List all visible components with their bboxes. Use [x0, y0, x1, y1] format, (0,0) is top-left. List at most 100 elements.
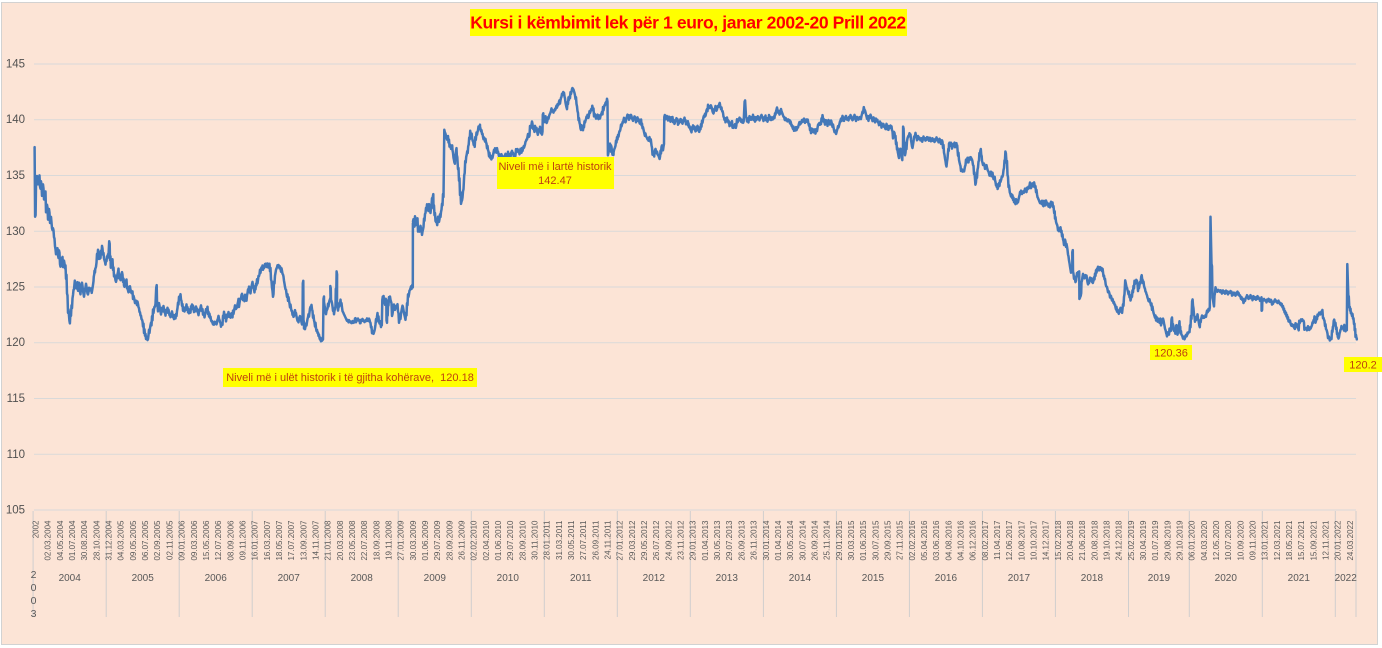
svg-text:26.09.2014: 26.09.2014	[810, 520, 819, 561]
svg-text:11.04.2017: 11.04.2017	[993, 520, 1002, 560]
svg-text:2005: 2005	[132, 573, 155, 584]
svg-text:105: 105	[6, 505, 25, 517]
svg-text:15.09.2021: 15.09.2021	[1309, 520, 1318, 561]
svg-text:08.09.2006: 08.09.2006	[226, 520, 235, 561]
svg-text:31.03.2011: 31.03.2011	[555, 520, 564, 560]
svg-text:29.09.2015: 29.09.2015	[883, 520, 892, 561]
svg-text:2011: 2011	[570, 573, 592, 584]
svg-text:0: 0	[31, 582, 37, 594]
svg-text:02.02.2010: 02.02.2010	[470, 520, 479, 561]
svg-text:2018: 2018	[1081, 573, 1104, 584]
svg-text:2010: 2010	[497, 573, 520, 584]
svg-text:30.01.2014: 30.01.2014	[762, 520, 771, 561]
svg-text:24.03.2022: 24.03.2022	[1346, 520, 1355, 561]
svg-text:30.05.2011: 30.05.2011	[567, 520, 576, 560]
svg-text:22.07.2008: 22.07.2008	[360, 520, 369, 561]
svg-text:120.36: 120.36	[1154, 348, 1188, 360]
svg-text:08.02.2017: 08.02.2017	[981, 520, 990, 561]
svg-text:24.11.2011: 24.11.2011	[604, 520, 613, 559]
svg-text:21.01.2008: 21.01.2008	[324, 520, 333, 561]
svg-text:01.07.2019: 01.07.2019	[1151, 520, 1160, 561]
svg-text:01.04.2014: 01.04.2014	[774, 520, 783, 561]
svg-text:2015: 2015	[862, 573, 885, 584]
svg-text:115: 115	[7, 393, 25, 405]
svg-text:15.05.2006: 15.05.2006	[202, 520, 211, 561]
svg-text:15.07.2021: 15.07.2021	[1297, 520, 1306, 561]
svg-text:01.07.2004: 01.07.2004	[68, 520, 77, 561]
svg-text:03.06.2016: 03.06.2016	[932, 520, 941, 561]
svg-text:21.06.2018: 21.06.2018	[1078, 520, 1087, 561]
svg-text:30.05.2014: 30.05.2014	[786, 520, 795, 561]
svg-text:2017: 2017	[1008, 573, 1031, 584]
svg-text:30.07.2014: 30.07.2014	[798, 520, 807, 561]
svg-text:28.10.2004: 28.10.2004	[92, 520, 101, 561]
svg-text:120: 120	[6, 337, 25, 349]
svg-text:04.05.2004: 04.05.2004	[56, 520, 65, 561]
svg-text:29.07.2010: 29.07.2010	[506, 520, 515, 561]
svg-text:14.12.2017: 14.12.2017	[1042, 520, 1051, 561]
svg-text:27.11.2015: 27.11.2015	[896, 520, 905, 560]
svg-text:140: 140	[6, 114, 25, 126]
svg-text:24.12.2018: 24.12.2018	[1115, 520, 1124, 561]
svg-text:26.11.2009: 26.11.2009	[458, 520, 467, 560]
svg-text:29.07.2013: 29.07.2013	[725, 520, 734, 561]
svg-text:20.03.2008: 20.03.2008	[336, 520, 345, 561]
svg-text:01.06.2015: 01.06.2015	[859, 520, 868, 561]
svg-text:18.05.2007: 18.05.2007	[275, 520, 284, 561]
svg-text:2012: 2012	[643, 573, 666, 584]
svg-text:27.01.2012: 27.01.2012	[616, 520, 625, 561]
svg-text:130: 130	[6, 226, 25, 238]
svg-text:12.05.2020: 12.05.2020	[1212, 520, 1221, 561]
svg-text:142.47: 142.47	[538, 175, 572, 187]
svg-text:2004: 2004	[59, 573, 82, 584]
svg-text:26.09.2011: 26.09.2011	[591, 520, 600, 560]
svg-text:28.09.2010: 28.09.2010	[518, 520, 527, 561]
svg-text:29.05.2012: 29.05.2012	[640, 520, 649, 561]
svg-text:02.03.2004: 02.03.2004	[44, 520, 53, 561]
svg-text:12.11.2021: 12.11.2021	[1322, 520, 1331, 560]
svg-text:01.04.2013: 01.04.2013	[701, 520, 710, 561]
svg-text:29.01.2015: 29.01.2015	[835, 520, 844, 561]
svg-text:30.07.2015: 30.07.2015	[871, 520, 880, 561]
svg-text:2006: 2006	[205, 573, 228, 584]
svg-text:110: 110	[7, 449, 25, 461]
svg-text:2021: 2021	[1288, 573, 1311, 584]
svg-text:10.09.2020: 10.09.2020	[1236, 520, 1245, 561]
svg-text:125: 125	[6, 282, 25, 294]
svg-text:12.06.2017: 12.06.2017	[1005, 520, 1014, 561]
svg-text:20.01.2022: 20.01.2022	[1334, 520, 1343, 561]
svg-text:27.07.2011: 27.07.2011	[579, 520, 588, 560]
svg-text:26.07.2012: 26.07.2012	[652, 520, 661, 561]
svg-text:12.07.2006: 12.07.2006	[214, 520, 223, 561]
svg-text:2002: 2002	[32, 520, 41, 538]
svg-text:0: 0	[31, 595, 37, 607]
svg-text:04.03.2020: 04.03.2020	[1200, 520, 1209, 561]
svg-text:09.05.2005: 09.05.2005	[129, 520, 138, 561]
svg-text:20.04.2018: 20.04.2018	[1066, 520, 1075, 561]
svg-text:23.11.2012: 23.11.2012	[677, 520, 686, 560]
svg-text:19.11.2008: 19.11.2008	[385, 520, 394, 560]
svg-text:18.09.2008: 18.09.2008	[372, 520, 381, 561]
svg-text:29.10.2019: 29.10.2019	[1176, 520, 1185, 561]
svg-text:24.09.2012: 24.09.2012	[664, 520, 673, 561]
svg-text:06.07.2005: 06.07.2005	[141, 520, 150, 561]
svg-text:29.07.2009: 29.07.2009	[433, 520, 442, 561]
svg-text:29.03.2012: 29.03.2012	[628, 520, 637, 561]
svg-text:30.11.2010: 30.11.2010	[531, 520, 540, 560]
svg-text:02.02.2016: 02.02.2016	[908, 520, 917, 561]
svg-text:2019: 2019	[1148, 573, 1171, 584]
svg-text:18.05.2021: 18.05.2021	[1285, 520, 1294, 561]
svg-text:09.11.2006: 09.11.2006	[238, 520, 247, 560]
svg-text:26.09.2013: 26.09.2013	[737, 520, 746, 561]
svg-text:2020: 2020	[1215, 573, 1238, 584]
svg-text:30.03.2009: 30.03.2009	[409, 520, 418, 561]
svg-text:145: 145	[6, 59, 25, 71]
svg-text:02.09.2005: 02.09.2005	[153, 520, 162, 561]
svg-text:04.03.2005: 04.03.2005	[117, 520, 126, 561]
svg-text:19.10.2018: 19.10.2018	[1103, 520, 1112, 561]
svg-text:09.03.2006: 09.03.2006	[190, 520, 199, 561]
svg-text:06.01.2020: 06.01.2020	[1188, 520, 1197, 561]
svg-text:26.11.2013: 26.11.2013	[750, 520, 759, 560]
svg-text:Niveli më i lartë historik: Niveli më i lartë historik	[498, 161, 612, 173]
svg-text:16.01.2007: 16.01.2007	[251, 520, 260, 561]
